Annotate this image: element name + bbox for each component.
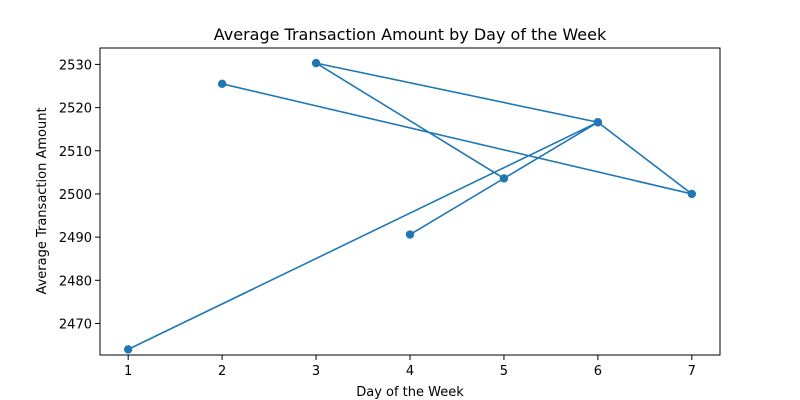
y-axis-ticks: 2470 2480 2490 2500 2510 2520 2530 bbox=[59, 58, 100, 332]
x-axis-label: Day of the Week bbox=[356, 385, 464, 400]
y-tick-label: 2530 bbox=[59, 58, 92, 73]
data-point bbox=[217, 79, 227, 89]
x-tick-label: 7 bbox=[688, 364, 696, 379]
x-tick-label: 5 bbox=[500, 364, 508, 379]
y-tick-label: 2490 bbox=[59, 231, 92, 246]
x-tick-label: 3 bbox=[312, 364, 320, 379]
data-point bbox=[687, 189, 697, 199]
data-point bbox=[123, 345, 133, 354]
x-tick-label: 6 bbox=[594, 364, 602, 379]
y-tick-label: 2510 bbox=[59, 145, 92, 160]
y-tick-label: 2520 bbox=[59, 102, 92, 117]
x-tick-label: 2 bbox=[218, 364, 226, 379]
y-tick-label: 2480 bbox=[59, 274, 92, 289]
plot-frame bbox=[99, 47, 721, 356]
x-tick-label: 4 bbox=[406, 364, 414, 379]
y-tick-label: 2500 bbox=[59, 188, 92, 203]
y-axis-label: Average Transaction Amount bbox=[35, 107, 50, 294]
y-tick-label: 2470 bbox=[59, 317, 92, 332]
x-axis-ticks: 1 2 3 4 5 6 7 bbox=[124, 355, 696, 379]
data-point bbox=[405, 230, 415, 239]
data-point bbox=[311, 58, 321, 68]
x-tick-label: 1 bbox=[124, 364, 132, 379]
series-line bbox=[127, 62, 693, 351]
data-point bbox=[593, 118, 603, 127]
chart-title: Average Transaction Amount by Day of the… bbox=[214, 25, 607, 44]
data-point bbox=[499, 174, 509, 183]
plot-area bbox=[123, 58, 697, 354]
